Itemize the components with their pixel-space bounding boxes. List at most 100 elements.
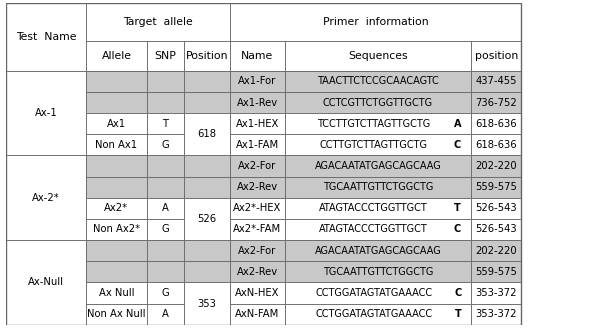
Bar [184,92,231,113]
Text: 618: 618 [197,129,216,139]
Text: AxN-HEX: AxN-HEX [235,288,280,298]
Bar [231,240,285,261]
Text: AGACAATATGAGCAGCAAG: AGACAATATGAGCAGCAAG [315,161,442,171]
Text: Ax2-Rev: Ax2-Rev [237,267,278,277]
Bar [184,113,231,134]
Text: Name: Name [241,51,274,61]
Bar [146,261,184,282]
Bar [472,176,522,198]
Text: AxN-FAM: AxN-FAM [236,309,280,319]
Bar [285,113,472,134]
Text: G: G [161,224,169,235]
Bar [231,134,285,155]
Text: 736-752: 736-752 [475,97,517,108]
Text: Ax2*-HEX: Ax2*-HEX [233,203,282,213]
Text: AGACAATATGAGCAGCAAG: AGACAATATGAGCAGCAAG [315,246,442,256]
Bar [472,113,522,134]
Bar [231,92,285,113]
Text: Ax1: Ax1 [107,119,126,129]
Text: 353-372: 353-372 [475,309,517,319]
Text: Ax2-Rev: Ax2-Rev [237,182,278,192]
Text: Target  allele: Target allele [124,17,193,27]
Text: G: G [161,140,169,150]
Bar [86,240,146,261]
Bar [231,113,285,134]
Bar [231,176,285,198]
Text: A: A [162,203,169,213]
Text: Ax2-For: Ax2-For [239,161,277,171]
Text: position: position [475,51,518,61]
Text: 437-455: 437-455 [475,76,517,86]
Bar [86,198,146,219]
Text: Allele: Allele [101,51,132,61]
Text: T: T [454,203,461,213]
Bar [184,240,231,261]
Bar [285,261,472,282]
Bar [231,261,285,282]
Bar [184,71,231,92]
Bar [184,261,231,282]
Bar [184,41,231,71]
Text: 353-372: 353-372 [475,288,517,298]
Text: C: C [454,224,461,235]
Text: 559-575: 559-575 [475,267,517,277]
Text: C: C [454,140,461,150]
Bar [184,155,231,176]
Bar [6,240,86,325]
Text: Non Ax1: Non Ax1 [95,140,138,150]
Text: T: T [162,119,169,129]
Text: Ax1-HEX: Ax1-HEX [236,119,279,129]
Text: 526-543: 526-543 [475,203,517,213]
Bar [285,219,472,240]
Bar [472,92,522,113]
Text: Ax-Null: Ax-Null [28,277,64,287]
Text: TCCTTGTCTTAGTTGCTG: TCCTTGTCTTAGTTGCTG [317,119,430,129]
Bar [86,155,146,176]
Bar [6,3,86,71]
Bar [472,155,522,176]
Bar [285,282,472,303]
Text: Ax1-FAM: Ax1-FAM [236,140,279,150]
Text: Test  Name: Test Name [16,32,76,42]
Text: Non Ax2*: Non Ax2* [93,224,140,235]
Text: 618-636: 618-636 [475,119,517,129]
Text: ATAGTACCCTGGTTGCT: ATAGTACCCTGGTTGCT [319,224,427,235]
Bar [86,219,146,240]
Bar [184,198,231,240]
Text: 559-575: 559-575 [475,182,517,192]
Bar [6,71,86,155]
Bar [472,198,522,219]
Bar [6,3,522,325]
Bar [146,219,184,240]
Bar [285,155,472,176]
Bar [146,134,184,155]
Text: 526: 526 [197,214,216,224]
Text: CCTGGATAGTATGAAACC: CCTGGATAGTATGAAACC [315,309,432,319]
Bar [472,71,522,92]
Bar [146,113,184,134]
Text: Ax2*: Ax2* [105,203,129,213]
Text: 353: 353 [197,298,216,309]
Text: CCTGGATAGTATGAAACC: CCTGGATAGTATGAAACC [315,288,432,298]
Text: Ax2*-FAM: Ax2*-FAM [234,224,282,235]
Bar [86,113,146,134]
Text: G: G [161,288,169,298]
Bar [285,134,472,155]
Bar [472,282,522,303]
Bar [146,155,184,176]
Bar [86,282,146,303]
Bar [146,240,184,261]
Bar [184,219,231,240]
Text: SNP: SNP [154,51,177,61]
Bar [472,41,522,71]
Text: TAACTTCTCCGCAACAGTC: TAACTTCTCCGCAACAGTC [317,76,439,86]
Bar [231,198,285,219]
Text: Ax2-For: Ax2-For [239,246,277,256]
Bar [184,176,231,198]
Bar [146,92,184,113]
Text: 526-543: 526-543 [475,224,517,235]
Text: Ax-2*: Ax-2* [33,193,60,203]
Text: A: A [454,119,462,129]
Bar [86,92,146,113]
Bar [6,155,86,240]
